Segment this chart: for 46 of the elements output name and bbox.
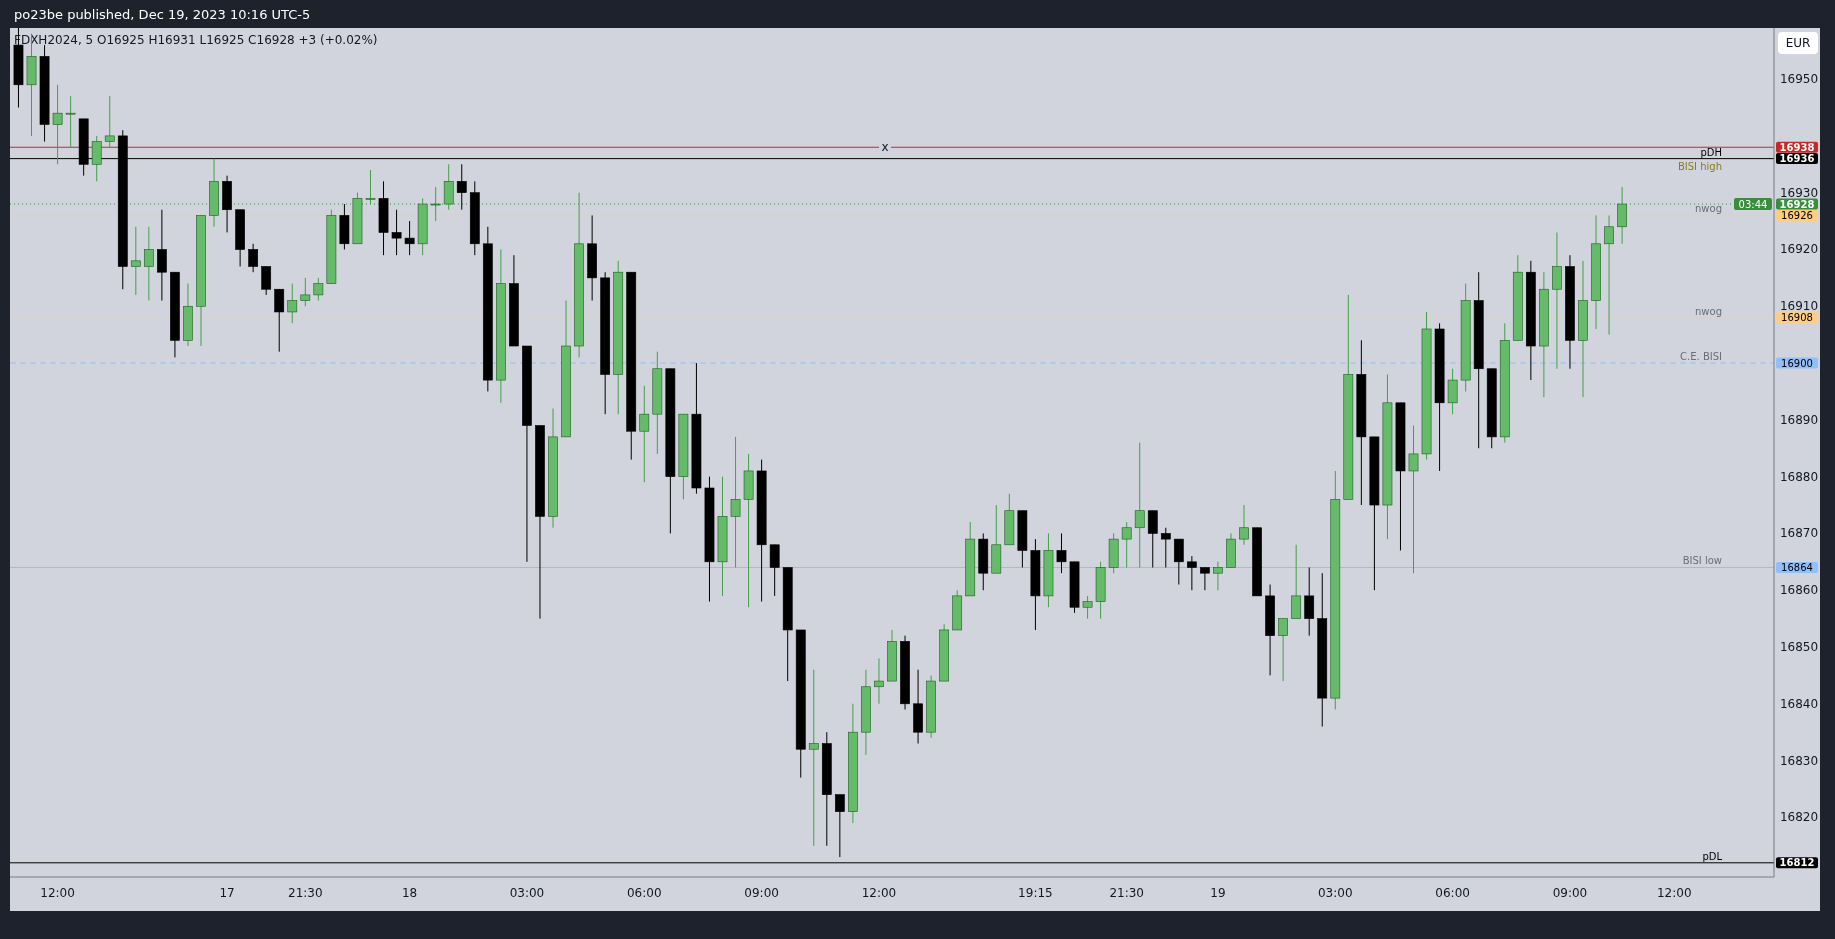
y-tick-label: 16870 [1779,526,1819,541]
x-tick-label: 21:30 [288,886,323,900]
ref-line-label: C.E. BISI [1680,351,1722,363]
ref-line-label: BISI low [1682,555,1722,567]
x-tick-label: 12:00 [861,886,897,900]
ref-line-label: nwog [1695,305,1722,317]
ref-line-label: pDH [1700,146,1722,158]
x-tick-label: 21:30 [1109,886,1144,900]
annotation: BISI high [1677,160,1722,172]
x-tick-label: 17 [219,886,235,900]
x-tick-label: 12:00 [40,886,75,900]
y-tick-label: 16880 [1779,469,1819,484]
y-tick-label: 16950 [1779,72,1819,87]
x-tick-label: 09:00 [1552,886,1588,900]
y-tick-label: 16928 [1779,198,1815,210]
y-tick-label: 16930 [1779,185,1819,200]
ref-line-label: pDL [1702,850,1723,862]
x-tick-label: 09:00 [744,886,779,900]
annotation: x [881,140,889,155]
y-tick-label: 16936 [1779,153,1815,165]
y-tick-label: 16900 [1781,357,1813,369]
y-tick-label: 16908 [1781,312,1813,324]
x-tick-label: 03:00 [509,886,545,900]
y-tick-label: 16926 [1781,209,1813,221]
ref-line-label: nwog [1695,203,1722,215]
annotation: 03:44 [1738,199,1768,211]
y-tick-label: 16910 [1779,299,1819,314]
y-tick-label: 16850 [1779,640,1819,654]
x-tick-label: 06:00 [1435,886,1470,900]
y-tick-label: 16938 [1779,141,1815,153]
currency-button: EUR [1778,32,1818,54]
x-tick-label: 03:00 [1317,886,1353,900]
x-tick-label: 19 [1210,886,1226,900]
y-tick-label: 16820 [1779,810,1819,825]
y-tick-label: 16860 [1779,583,1819,598]
x-tick-label: 18 [401,886,418,900]
y-tick-label: 16830 [1779,753,1819,768]
y-tick-label: 16920 [1779,242,1819,257]
chart-title: po23be published, Dec 19, 2023 10:16 UTC-5 [14,7,311,22]
x-tick-label: 19:15 [1018,886,1053,900]
y-tick-label: 16812 [1779,857,1815,869]
x-tick-label: 06:00 [626,886,662,900]
y-tick-label: 16890 [1779,412,1819,427]
y-tick-label: 16864 [1781,562,1813,573]
x-tick-label: 12:00 [1656,886,1692,900]
y-tick-label: 16840 [1779,696,1819,711]
